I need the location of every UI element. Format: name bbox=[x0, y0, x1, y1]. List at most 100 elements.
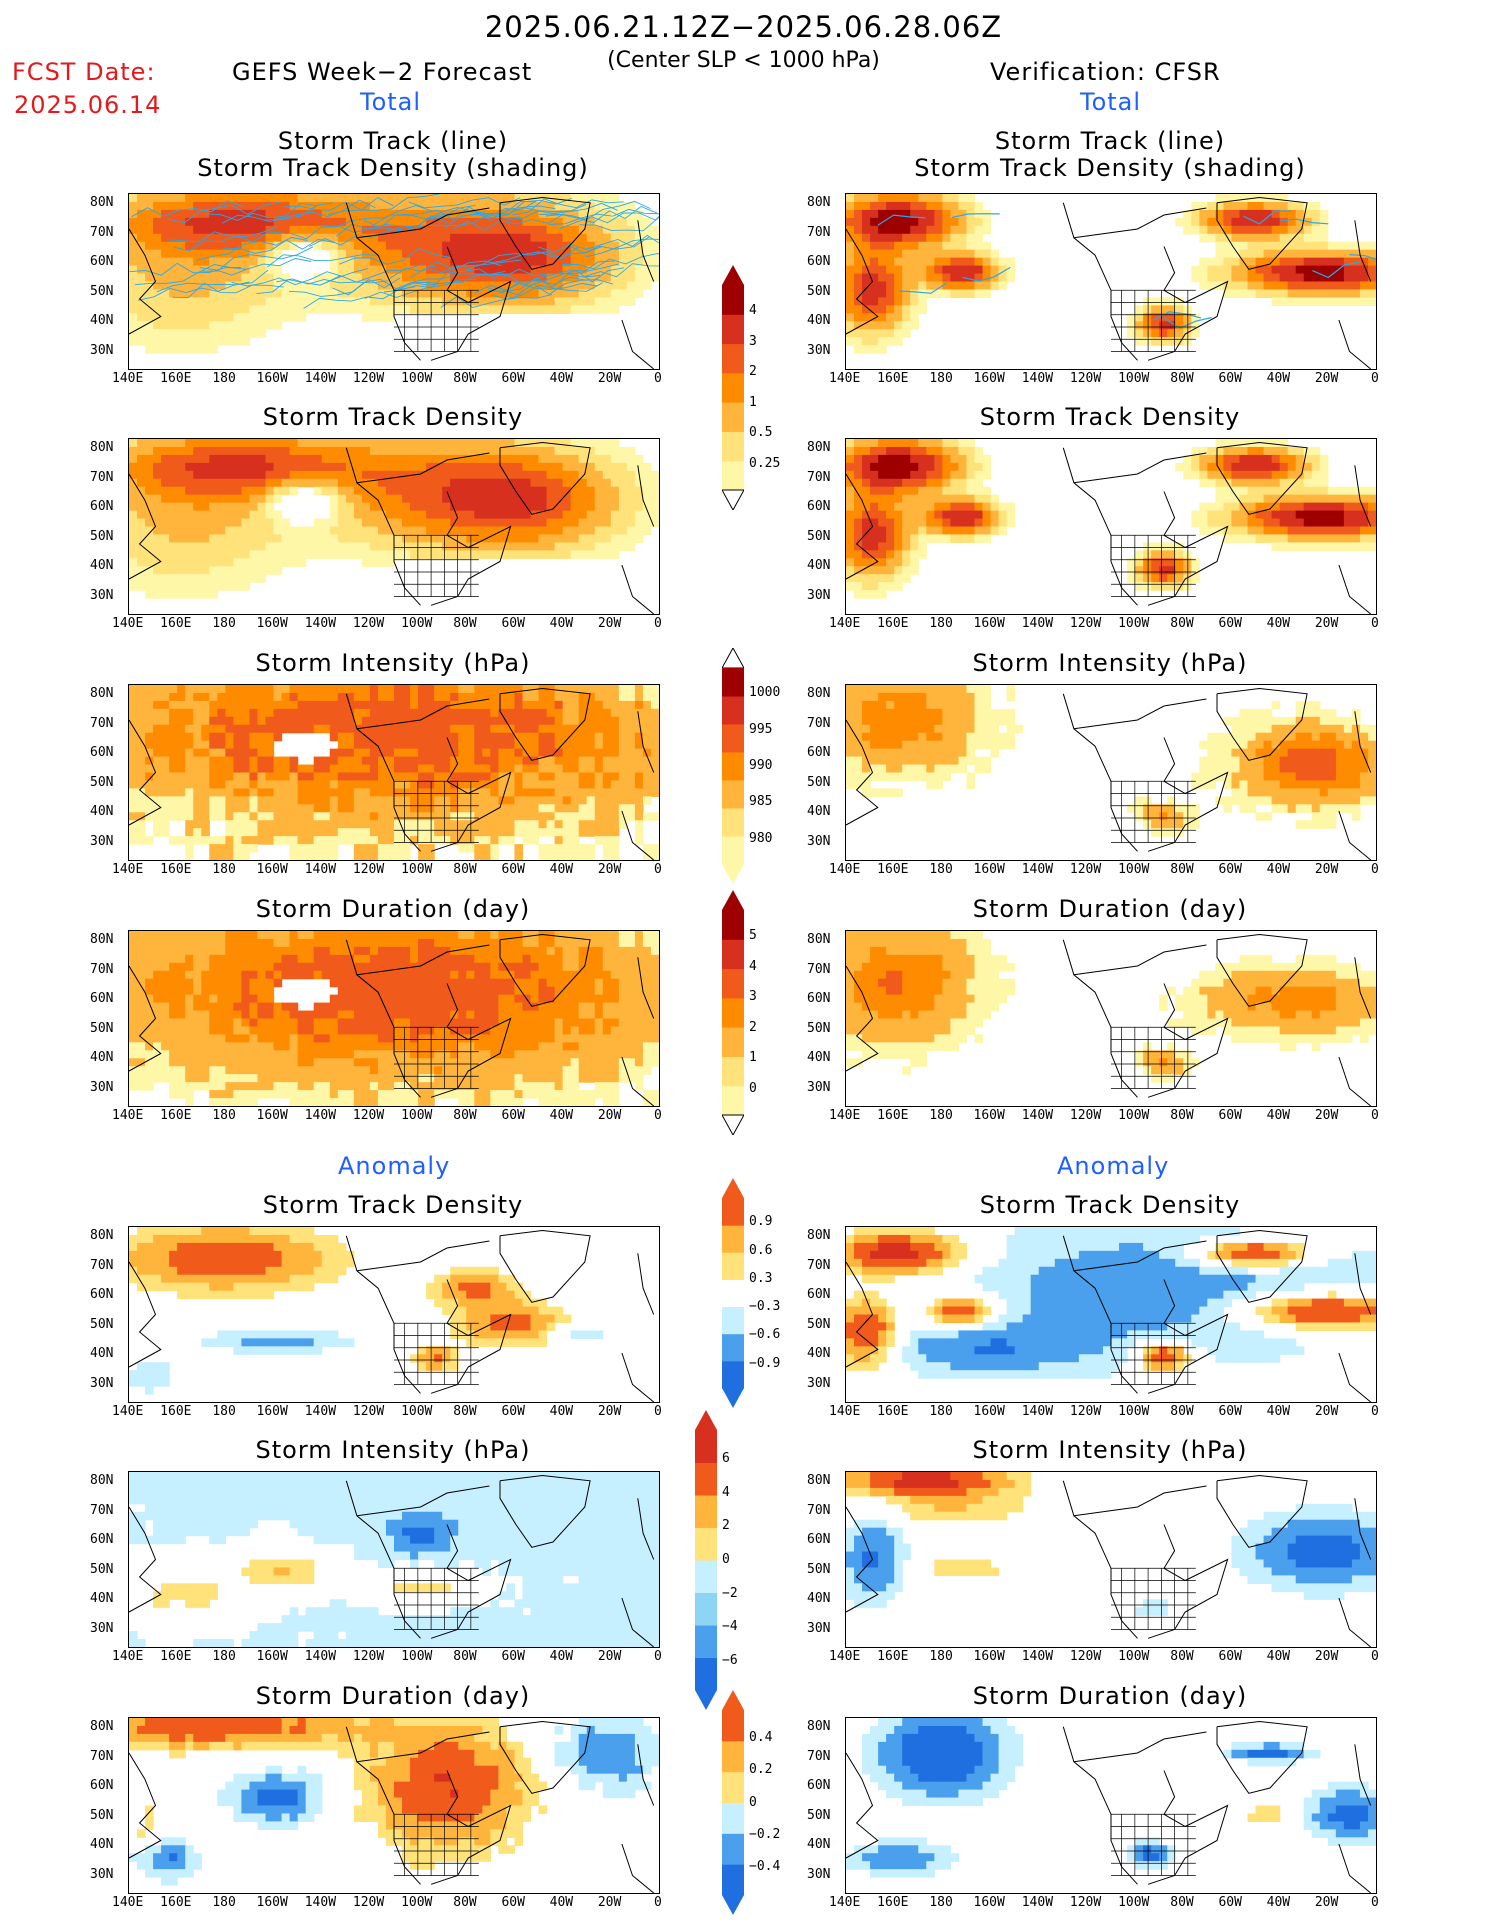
shade-cell bbox=[586, 804, 596, 813]
shade-cell bbox=[514, 439, 524, 448]
shade-cell bbox=[618, 494, 628, 504]
shade-cell bbox=[554, 470, 564, 480]
shade-cell bbox=[926, 225, 935, 235]
shade-cell bbox=[249, 550, 259, 559]
shade-cell bbox=[942, 225, 951, 235]
shade-cell bbox=[918, 692, 927, 702]
shade-cell bbox=[129, 297, 138, 306]
shade-cell bbox=[458, 820, 467, 829]
shade-cell bbox=[418, 542, 427, 551]
shade-cell bbox=[233, 486, 243, 496]
shade-cell bbox=[201, 780, 210, 789]
shade-cell bbox=[586, 249, 596, 259]
shade-cell bbox=[498, 470, 508, 480]
shade-cell bbox=[153, 566, 162, 575]
lon-tick-label: 180 bbox=[212, 862, 236, 877]
shade-cell bbox=[337, 233, 347, 243]
shade-cell bbox=[1287, 289, 1297, 298]
shade-cell bbox=[886, 542, 895, 551]
shade-cell bbox=[466, 756, 475, 766]
shade-cell bbox=[934, 201, 943, 211]
shade-cell bbox=[578, 209, 588, 219]
shade-cell bbox=[185, 574, 194, 583]
shade-cell bbox=[305, 804, 315, 813]
shade-cell bbox=[369, 209, 379, 219]
shade-cell bbox=[618, 201, 628, 211]
shade-cell bbox=[498, 462, 508, 472]
shade-cell bbox=[273, 685, 283, 694]
shade-cell bbox=[878, 542, 887, 551]
shade-cell bbox=[426, 201, 435, 211]
shade-cell bbox=[554, 502, 564, 512]
shade-cell bbox=[650, 812, 659, 821]
shade-cell bbox=[1303, 478, 1313, 488]
shade-cell bbox=[894, 470, 903, 480]
shade-cell bbox=[1287, 518, 1297, 528]
shade-cell bbox=[377, 772, 387, 782]
shade-cell bbox=[450, 194, 459, 203]
shade-cell bbox=[846, 478, 855, 488]
shade-cell bbox=[145, 716, 154, 726]
shade-cell bbox=[233, 510, 243, 520]
shade-cell bbox=[402, 788, 411, 797]
shade-cell bbox=[570, 305, 580, 314]
shade-cell bbox=[442, 257, 451, 267]
shade-cell bbox=[442, 836, 451, 845]
shade-cell bbox=[209, 478, 218, 488]
shade-cell bbox=[217, 273, 226, 283]
shade-cell bbox=[177, 233, 186, 243]
shade-cell bbox=[153, 313, 162, 322]
shade-cell bbox=[1359, 518, 1369, 528]
shade-cell bbox=[1303, 225, 1313, 235]
shade-cell bbox=[490, 804, 499, 813]
shade-cell bbox=[1343, 249, 1353, 259]
shade-cell bbox=[217, 241, 226, 251]
shade-cell bbox=[450, 708, 459, 718]
shade-cell bbox=[161, 566, 170, 575]
shade-cell bbox=[514, 748, 524, 758]
shade-cell bbox=[538, 297, 548, 306]
lon-tick-label: 60W bbox=[1218, 616, 1242, 631]
shade-cell bbox=[161, 724, 170, 734]
storm-track-line bbox=[196, 236, 308, 261]
shade-cell bbox=[209, 470, 218, 480]
shade-cell bbox=[1175, 321, 1184, 330]
shade-cell bbox=[217, 321, 226, 330]
shade-cell bbox=[570, 844, 580, 853]
shade-cell bbox=[490, 225, 499, 235]
shade-cell bbox=[894, 289, 903, 298]
shade-cell bbox=[129, 700, 138, 710]
shade-cell bbox=[385, 462, 395, 472]
shade-cell bbox=[554, 772, 564, 782]
shade-cell bbox=[862, 265, 871, 275]
shade-cell bbox=[466, 241, 475, 251]
shade-cell bbox=[634, 281, 644, 291]
lon-tick-label: 160E bbox=[877, 616, 909, 631]
shade-cell bbox=[434, 462, 443, 472]
shade-cell bbox=[426, 550, 435, 559]
shade-cell bbox=[434, 692, 443, 702]
shade-cell bbox=[353, 772, 363, 782]
shade-cell bbox=[610, 249, 620, 259]
storm-track-line bbox=[267, 254, 379, 268]
shade-cell bbox=[618, 257, 628, 267]
shade-cell bbox=[474, 534, 483, 543]
shade-cell bbox=[1271, 518, 1281, 528]
shade-cell bbox=[894, 446, 903, 456]
shade-cell bbox=[153, 788, 162, 797]
shade-cell bbox=[209, 289, 218, 298]
shade-cell bbox=[1359, 542, 1369, 551]
coastline bbox=[1073, 452, 1207, 484]
shade-cell bbox=[1135, 574, 1144, 583]
shade-cell bbox=[602, 446, 612, 456]
shade-cell bbox=[458, 796, 467, 805]
shade-cell bbox=[337, 708, 347, 718]
shade-cell bbox=[241, 502, 251, 512]
shade-cell bbox=[1343, 510, 1353, 520]
shade-cell bbox=[177, 201, 186, 211]
shade-cell bbox=[506, 764, 516, 774]
shade-cell bbox=[369, 217, 379, 227]
shade-cell bbox=[225, 780, 234, 789]
shade-cell bbox=[530, 486, 540, 496]
shade-cell bbox=[233, 225, 243, 235]
